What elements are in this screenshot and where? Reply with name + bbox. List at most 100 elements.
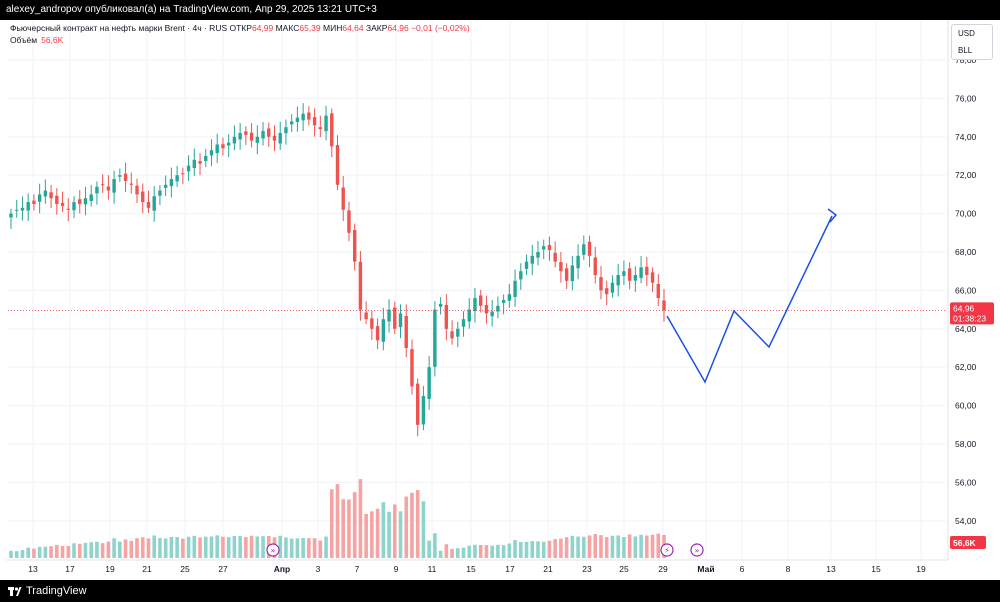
volume-bar-up [209,536,214,558]
candle-up [95,186,99,194]
candle-up [530,255,534,264]
x-tick-label: 15 [871,564,881,574]
open-value: 64,99 [251,23,274,33]
volume-bar-up [381,502,386,558]
candle-up [118,175,122,177]
volume-bar-up [37,546,42,558]
candle-up [536,252,540,258]
volume-bar-down [129,540,134,558]
volume-bar-up [238,536,242,558]
candle-down [330,113,334,147]
candle-up [169,179,174,187]
projection-line[interactable] [666,215,833,384]
volume-bar-down [221,536,225,558]
candle-up [261,131,265,139]
volume-bar-up [427,540,431,558]
volume-legend: Объём 56,6K [10,35,63,45]
volume-bar-up [610,535,615,558]
events-forward-icon[interactable] [266,543,280,557]
events-lightning-icon[interactable] [660,543,674,557]
events-forward-icon[interactable] [690,543,704,557]
volume-bar-up [438,550,443,558]
candle-up [610,282,615,293]
candle-up [158,190,162,196]
currency-unit-selector[interactable]: USD BLL [951,24,993,60]
candle-up [513,280,517,297]
candle-up [490,311,494,317]
candle-down [198,161,202,164]
candle-up [238,132,242,140]
volume-bar-down [656,533,661,558]
volume-bar-down [484,545,489,558]
x-tick-label: 17 [505,564,515,574]
candle-down [312,117,317,126]
candle-up [421,396,426,425]
close-value: 64,96 [387,23,409,33]
candle-down [60,202,65,206]
volume-bar-down [307,538,311,558]
volume-bar-up [95,541,99,558]
y-tick-label: 58,00 [955,439,977,449]
candle-up [496,305,500,312]
volume-bar-down [645,535,649,558]
candle-up [192,159,196,169]
volume-bar-down [335,484,340,558]
y-tick-label: 78,00 [955,55,977,65]
volume-bar-up [639,534,643,558]
volume-bar-down [341,499,346,558]
candle-down [662,300,666,311]
volume-bar-up [301,538,305,558]
candle-up [289,121,294,125]
candle-up [37,194,42,202]
candle-up [43,190,48,197]
x-tick-label: 13 [28,564,38,574]
candle-down [559,262,563,272]
volume-bar-up [215,535,220,558]
candle-down [135,185,139,195]
candle-up [255,136,260,143]
volume-bar-up [461,547,466,558]
candle-down [272,135,277,141]
volume-bar-down [627,534,632,558]
volume-bar-up [496,544,500,558]
volume-bar-down [599,535,603,558]
volume-bar-up [226,537,231,558]
candle-up [89,194,93,202]
y-tick-label: 74,00 [955,132,977,142]
volume-bar-down [392,504,397,558]
candle-down [32,200,36,204]
x-tick-label: 15 [466,564,476,574]
volume-bar-down [547,540,552,558]
volume-bar-down [415,490,420,558]
candle-down [656,284,660,299]
y-tick-label: 60,00 [955,401,977,411]
candle-up [9,213,13,218]
price-chart[interactable]: 78,00 76,00 74,00 72,00 70,00 68,00 66,00 64,00… [0,0,1000,580]
high-value: 65,39 [299,23,321,33]
candle-up [456,328,460,337]
candle-up [507,294,512,301]
volume-bar-up [524,541,529,558]
volume-bar-up [89,542,93,558]
volume-bar-down [564,537,569,558]
low-label: МИН [323,23,343,33]
candle-up [186,165,191,172]
candle-up [570,265,575,282]
x-tick-label: 11 [428,564,437,574]
volume-bar-up [541,541,546,558]
candle-up [301,113,305,121]
candle-up [278,132,282,144]
candle-down [415,383,420,425]
candle-down [404,315,408,348]
volume-bar-up [203,536,208,558]
volume-bar-up [192,535,197,558]
y-tick-label: 64,00 [955,324,977,334]
candle-up [226,142,231,146]
volume-bar-up [582,536,586,558]
candle-down [123,173,128,181]
candle-down [370,318,374,329]
y-tick-label: 54,00 [955,516,977,526]
candle-down [78,199,82,204]
candle-up [616,275,620,286]
tradingview-brand: TradingView [26,585,87,597]
